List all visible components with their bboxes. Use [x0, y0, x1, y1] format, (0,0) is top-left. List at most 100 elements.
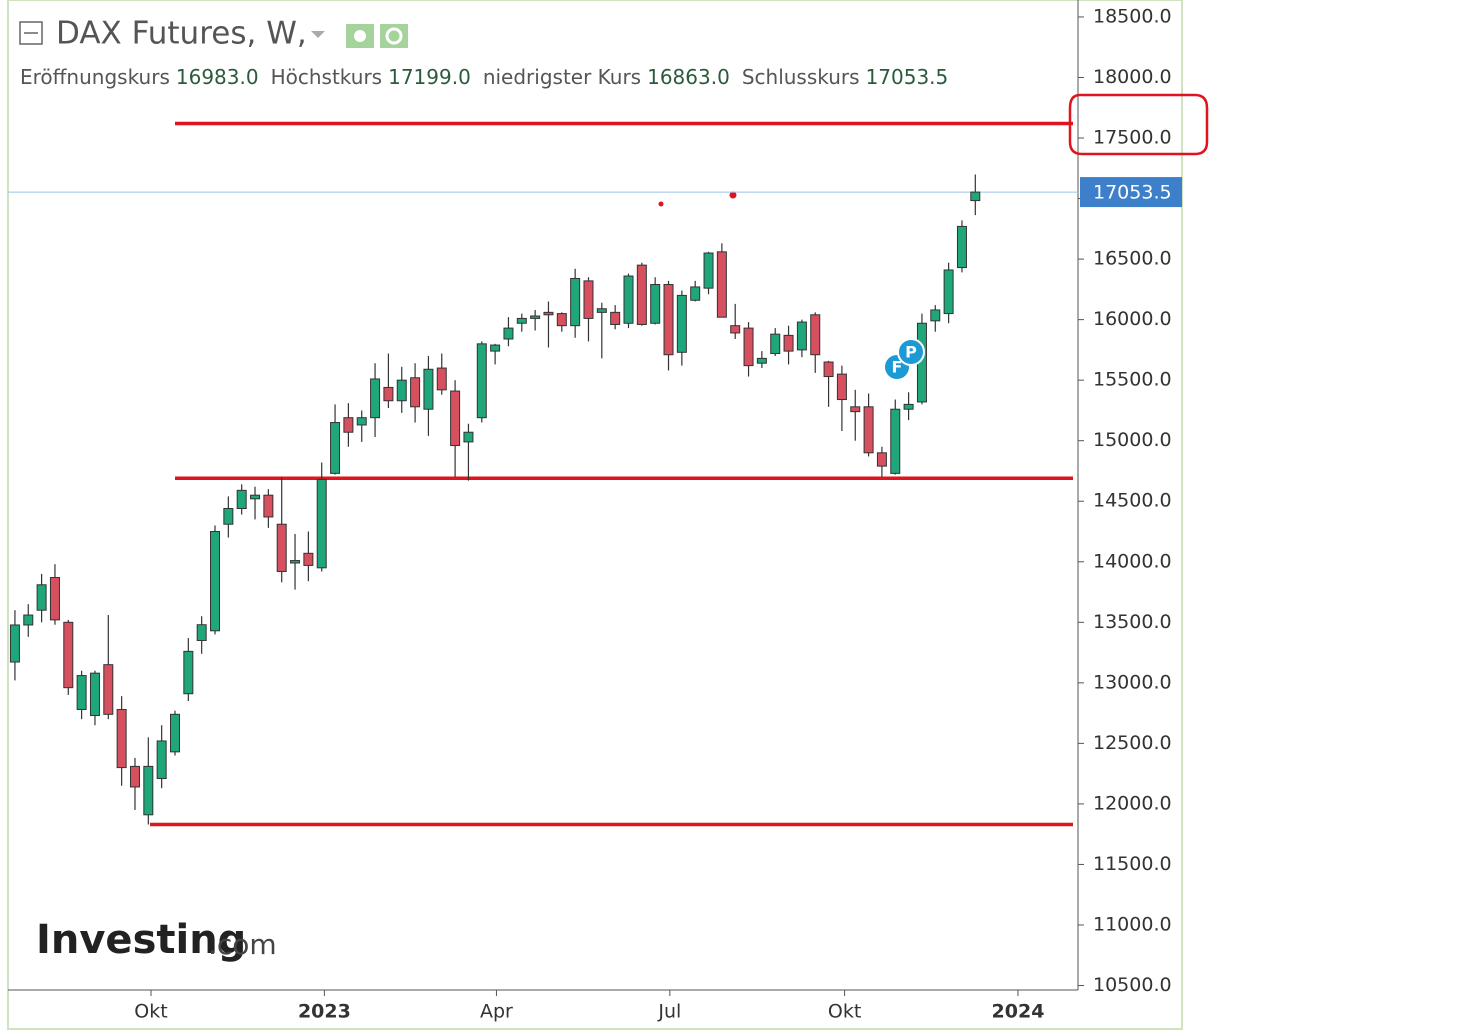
y-tick-label: 11000.0: [1093, 913, 1172, 935]
candle-body: [583, 280, 594, 319]
candle-body: [503, 327, 514, 340]
gear-icon: [385, 27, 403, 45]
collapse-button[interactable]: [19, 21, 43, 45]
candle-body: [263, 494, 274, 518]
candle-body: [396, 379, 407, 402]
candle-body: [556, 313, 567, 327]
legend-value: 17053.5: [866, 65, 949, 89]
logo-name: Investing: [36, 917, 246, 963]
candle-body: [783, 334, 794, 352]
candle-body: [650, 284, 661, 324]
candle-body: [623, 275, 634, 324]
candle-body: [463, 431, 474, 443]
legend-value: 16863.0: [647, 65, 730, 89]
candle-body: [863, 406, 874, 454]
candle-body: [970, 191, 981, 202]
y-tick-label: 18500.0: [1093, 5, 1172, 27]
legend-value: 17199.0: [388, 65, 471, 89]
candle-body: [103, 664, 114, 715]
eye-icon: [354, 30, 366, 42]
candle-body: [823, 361, 834, 378]
candle-body: [183, 650, 194, 695]
y-tick-label: 17500.0: [1093, 127, 1172, 149]
candle-body: [596, 308, 607, 313]
candle-body: [223, 507, 234, 525]
candle-body: [76, 675, 87, 710]
event-marker-label: P: [905, 343, 917, 362]
candle-body: [383, 386, 394, 402]
ohlc-legend: Eröffnungskurs 16983.0 Höchstkurs 17199.0 ni…: [20, 65, 948, 89]
candle-body: [663, 284, 674, 356]
candle-body: [703, 252, 714, 289]
candle-body: [250, 494, 261, 500]
y-tick-label: 12500.0: [1093, 732, 1172, 754]
candle-body: [876, 452, 887, 467]
candle-body: [743, 327, 754, 367]
candle-body: [169, 713, 180, 753]
y-tick-label: 10500.0: [1093, 974, 1172, 996]
candle-body: [770, 333, 781, 355]
drawing-dot: [729, 191, 737, 199]
candle-body: [156, 740, 167, 779]
candle-body: [343, 417, 354, 433]
legend-label: niedrigster Kurs: [483, 65, 641, 89]
candle-body: [716, 251, 727, 318]
candle-body: [796, 321, 807, 351]
candle-body: [276, 523, 287, 572]
candle-body: [290, 560, 301, 564]
x-tick-label: Okt: [828, 1001, 861, 1023]
candle-body: [330, 422, 341, 474]
logo-suffix: .com: [208, 928, 277, 961]
legend-text: Eröffnungskurs 16983.0 Höchstkurs 17199.0 ni…: [20, 65, 948, 89]
drawing-dot: [658, 201, 664, 207]
candle-body: [476, 343, 487, 419]
candle-body: [810, 314, 821, 356]
candle-body: [370, 378, 381, 419]
y-tick-label: 15000.0: [1093, 429, 1172, 451]
candle-body: [423, 368, 434, 410]
highlight-box: [1068, 93, 1209, 156]
candle-body: [930, 309, 941, 322]
frame: [7, 0, 1183, 1030]
y-tick-label: 11500.0: [1093, 853, 1172, 875]
candle-body: [943, 269, 954, 315]
y-tick-label: 15500.0: [1093, 369, 1172, 391]
candle-body: [143, 765, 154, 816]
legend-label: Höchstkurs: [271, 65, 383, 89]
candle-body: [756, 357, 767, 364]
candle-body: [730, 325, 741, 334]
candle-body: [543, 311, 554, 316]
candle-body: [63, 621, 74, 689]
candle-body: [450, 390, 461, 447]
candle-body: [903, 403, 914, 410]
x-tick-label: 2024: [992, 1001, 1045, 1023]
legend-label: Eröffnungskurs: [20, 65, 170, 89]
event-marker: [897, 338, 925, 366]
candle-body: [676, 294, 687, 353]
candle-body: [116, 708, 127, 769]
chart-title: DAX Futures, W,: [56, 16, 307, 52]
y-tick-label: 14000.0: [1093, 550, 1172, 572]
y-tick-label: 18000.0: [1093, 66, 1172, 88]
candle-body: [490, 344, 501, 352]
candle-body: [690, 286, 701, 301]
candle-body: [836, 373, 847, 401]
y-tick-label: 14500.0: [1093, 490, 1172, 512]
candle-body: [850, 406, 861, 413]
candle-body: [129, 765, 140, 788]
y-tick-label: 16000.0: [1093, 308, 1172, 330]
candle-body: [9, 624, 20, 663]
candle-body: [956, 225, 967, 269]
candle-body: [610, 311, 621, 325]
candle-body: [36, 584, 47, 611]
candle-body: [436, 367, 447, 391]
legend-label: Schlusskurs: [742, 65, 860, 89]
y-tick-label: 16500.0: [1093, 248, 1172, 270]
dropdown-arrow[interactable]: [311, 31, 325, 38]
last-price-tag: [1080, 177, 1182, 208]
x-tick-label: 2023: [298, 1001, 351, 1023]
candle-body: [356, 417, 367, 426]
candle-body: [890, 408, 901, 474]
